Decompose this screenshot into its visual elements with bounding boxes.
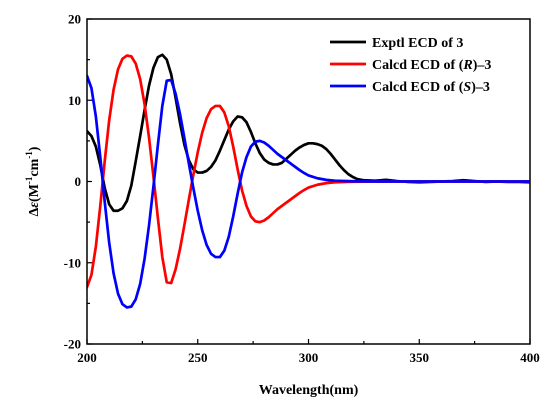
x-tick-label: 200 [77, 350, 97, 365]
x-axis-label: Wavelength(nm) [259, 383, 359, 398]
legend-label-3: Calcd ECD of (S)–3 [372, 80, 490, 95]
legend-label-1: Exptl ECD of 3 [372, 36, 463, 51]
series-line-2 [87, 54, 530, 289]
legend-label-2: Calcd ECD of (R)–3 [372, 58, 491, 73]
series-group [87, 53, 530, 309]
series-line-1 [87, 53, 530, 213]
x-tick-label: 350 [410, 350, 430, 365]
y-axis-label: Δε(M-1cm-1) [24, 146, 42, 216]
x-tick-label: 250 [188, 350, 208, 365]
x-tick-label: 300 [299, 350, 319, 365]
y-tick-label: 20 [68, 12, 81, 27]
x-tick-label: 400 [520, 350, 540, 365]
y-tick-label: 10 [68, 93, 81, 108]
y-tick-label: 0 [75, 174, 82, 189]
y-tick-label: -10 [64, 255, 81, 270]
series-line-3 [87, 74, 530, 309]
y-tick-label: -20 [64, 337, 81, 352]
